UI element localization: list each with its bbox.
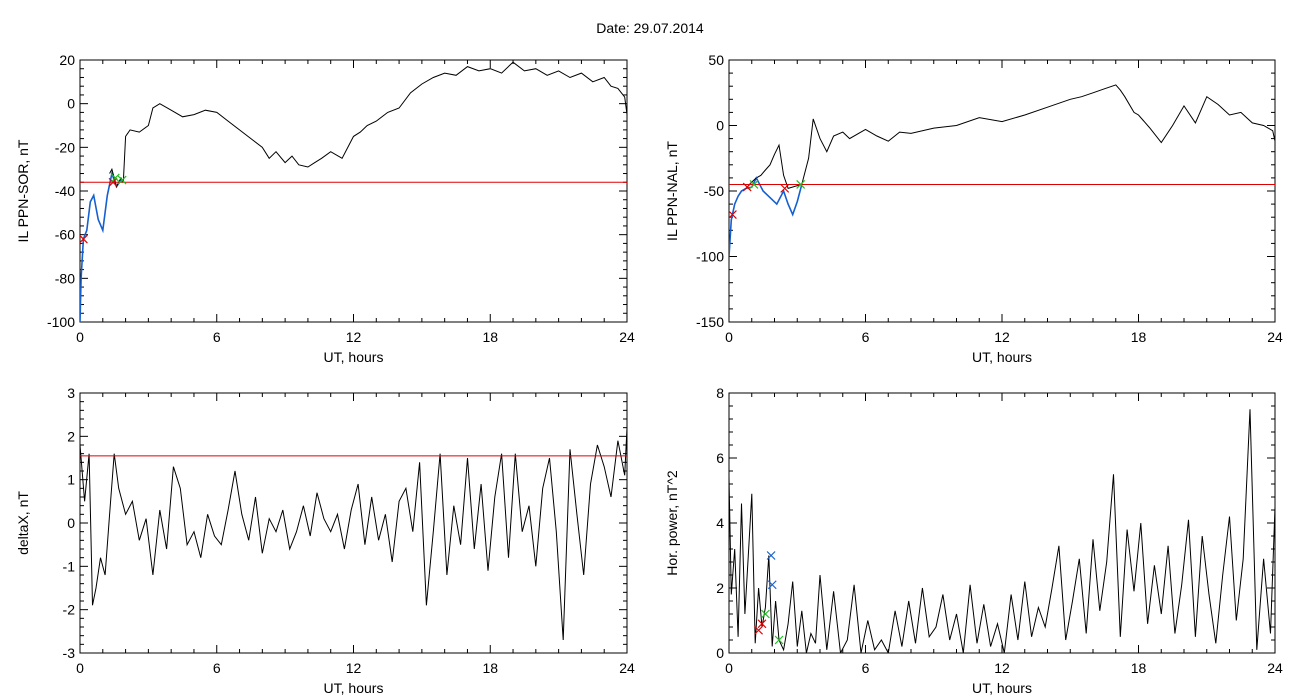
x-tick-label: 24 — [1267, 329, 1283, 345]
event-marker-green — [117, 175, 127, 185]
y-axis-label: Hor. power, nT^2 — [664, 470, 680, 576]
x-tick-label: 6 — [862, 329, 870, 345]
x-tick-label: 6 — [213, 329, 221, 345]
series-line-main — [80, 427, 627, 641]
page-title: Date: 29.07.2014 — [596, 20, 704, 36]
x-tick-label: 12 — [346, 329, 362, 345]
y-tick-label: 0 — [716, 645, 724, 661]
x-tick-label: 18 — [1131, 329, 1147, 345]
y-tick-label: -100 — [696, 249, 724, 265]
y-tick-label: 20 — [59, 52, 75, 68]
x-axis-label: UT, hours — [324, 680, 384, 696]
event-marker-red — [742, 182, 752, 192]
x-axis-label: UT, hours — [324, 349, 384, 365]
event-marker-blue — [766, 551, 776, 560]
x-axis-label: UT, hours — [972, 349, 1032, 365]
event-marker-red — [780, 183, 790, 193]
y-tick-label: 0 — [67, 515, 75, 531]
series-line-main — [756, 84, 1275, 190]
y-tick-label: 8 — [716, 385, 724, 401]
y-tick-label: 3 — [67, 385, 75, 401]
y-tick-label: -2 — [63, 602, 76, 618]
panel-ppn-sor: 0 6 12 18 24 -100 -80 -60 -40 -20 0 20 UT, hours IL P… — [15, 52, 635, 365]
event-marker-green — [774, 635, 784, 645]
y-axis-label: deltaX, nT — [15, 491, 31, 555]
x-tick-label: 24 — [619, 660, 635, 676]
y-tick-label: 0 — [67, 96, 75, 112]
y-tick-label: -150 — [696, 314, 724, 330]
x-tick-label: 24 — [1267, 660, 1283, 676]
y-axis-label: IL PPN-SOR, nT — [15, 139, 31, 242]
event-marker-red — [729, 210, 737, 220]
event-marker-green — [796, 180, 806, 189]
x-tick-label: 18 — [482, 329, 498, 345]
event-marker-blue — [767, 580, 777, 590]
y-tick-label: -60 — [55, 227, 75, 243]
x-axis-label: UT, hours — [972, 680, 1032, 696]
y-tick-label: -100 — [47, 314, 75, 330]
series-line-event — [80, 170, 124, 322]
y-tick-label: -80 — [55, 270, 75, 286]
x-tick-label: 6 — [862, 660, 870, 676]
x-tick-label: 0 — [76, 329, 84, 345]
x-tick-label: 12 — [346, 660, 362, 676]
series-line-event — [729, 176, 803, 257]
x-tick-label: 6 — [213, 660, 221, 676]
plot-area — [80, 427, 627, 641]
y-tick-label: 6 — [716, 450, 724, 466]
x-tick-label: 0 — [725, 329, 733, 345]
plot-area — [729, 84, 1275, 257]
event-marker-red — [108, 177, 118, 187]
x-tick-label: 0 — [725, 660, 733, 676]
x-tick-label: 24 — [619, 329, 635, 345]
x-tick-label: 12 — [994, 329, 1010, 345]
plot-frame — [79, 59, 628, 323]
event-marker-red — [757, 619, 767, 629]
y-axis-label: IL PPN-NAL, nT — [664, 141, 680, 241]
event-marker-red — [80, 234, 88, 244]
event-marker-green — [760, 609, 770, 619]
series-line-pre — [109, 167, 124, 188]
x-tick-label: 0 — [76, 660, 84, 676]
event-marker-green — [749, 180, 759, 189]
x-tick-label: 18 — [1131, 660, 1147, 676]
y-tick-label: 4 — [716, 515, 724, 531]
y-tick-label: -3 — [63, 645, 76, 661]
x-tick-label: 12 — [994, 660, 1010, 676]
plot-area — [80, 61, 627, 322]
plot-frame — [728, 59, 1276, 323]
y-tick-label: -40 — [55, 183, 75, 199]
series-line-main — [122, 61, 627, 183]
y-tick-label: 1 — [67, 472, 75, 488]
y-tick-label: -1 — [63, 558, 76, 574]
series-line-main — [729, 409, 1275, 653]
panel-ppn-nal: 0 6 12 18 24 -150 -100 -50 0 50 UT, hours IL PPN-NA… — [664, 52, 1283, 365]
event-marker-green — [110, 173, 120, 183]
y-tick-label: -20 — [55, 139, 75, 155]
plot-area — [729, 409, 1275, 653]
y-tick-label: 50 — [708, 52, 724, 68]
x-tick-label: 18 — [482, 660, 498, 676]
event-marker-red — [754, 625, 763, 635]
y-tick-label: 2 — [716, 580, 724, 596]
plot-frame — [728, 392, 1276, 654]
y-tick-label: -50 — [704, 183, 724, 199]
y-tick-label: 0 — [716, 118, 724, 134]
y-tick-label: 2 — [67, 428, 75, 444]
